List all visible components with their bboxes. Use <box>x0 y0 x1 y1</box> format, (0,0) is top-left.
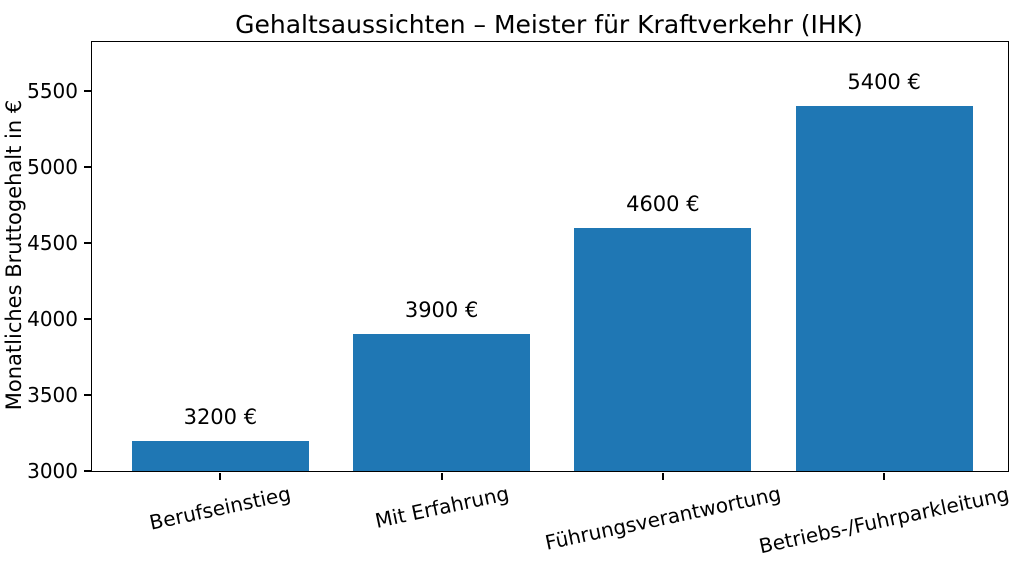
bar-value-label: 4600 € <box>626 191 700 216</box>
bar-3 <box>574 227 752 471</box>
x-tick-label: Betriebs-/Fuhrparkleitung <box>756 481 1012 558</box>
x-tick-label: Berufseinstieg <box>147 481 294 535</box>
y-tick-label: 5500 <box>27 78 78 103</box>
y-tick-label: 4000 <box>27 306 78 331</box>
y-axis-tick <box>83 241 91 244</box>
y-tick-label: 3500 <box>27 382 78 407</box>
y-tick-label: 5000 <box>27 154 78 179</box>
x-axis-tick <box>661 472 664 480</box>
bar-2 <box>353 334 531 471</box>
bar-value-label: 3900 € <box>404 298 479 323</box>
x-tick-label: Führungsverantwortung <box>542 481 783 555</box>
y-tick-label: 3000 <box>27 459 78 483</box>
y-axis-tick <box>83 393 91 396</box>
bar-1 <box>131 440 309 471</box>
plot-area: 3000 3500 4000 4500 5000 5500 3200 € Berufseins… <box>27 41 1011 558</box>
chart-title: Gehaltsaussichten – Meister für Kraftver… <box>235 10 863 39</box>
bar-4 <box>795 105 973 471</box>
y-axis-tick <box>83 165 91 168</box>
y-axis-tick <box>83 89 91 92</box>
y-tick-label: 4500 <box>27 230 78 255</box>
y-axis-tick <box>83 317 91 320</box>
x-axis-tick <box>219 472 222 480</box>
y-axis-label: Monatliches Bruttogehalt in € <box>2 99 26 411</box>
x-axis-tick <box>883 472 886 480</box>
y-axis-tick <box>83 470 91 472</box>
bar-value-label: 3200 € <box>183 404 258 429</box>
x-tick-label: Mit Erfahrung <box>372 481 511 534</box>
x-axis-tick <box>440 472 443 480</box>
bar-value-label: 5400 € <box>847 69 921 94</box>
